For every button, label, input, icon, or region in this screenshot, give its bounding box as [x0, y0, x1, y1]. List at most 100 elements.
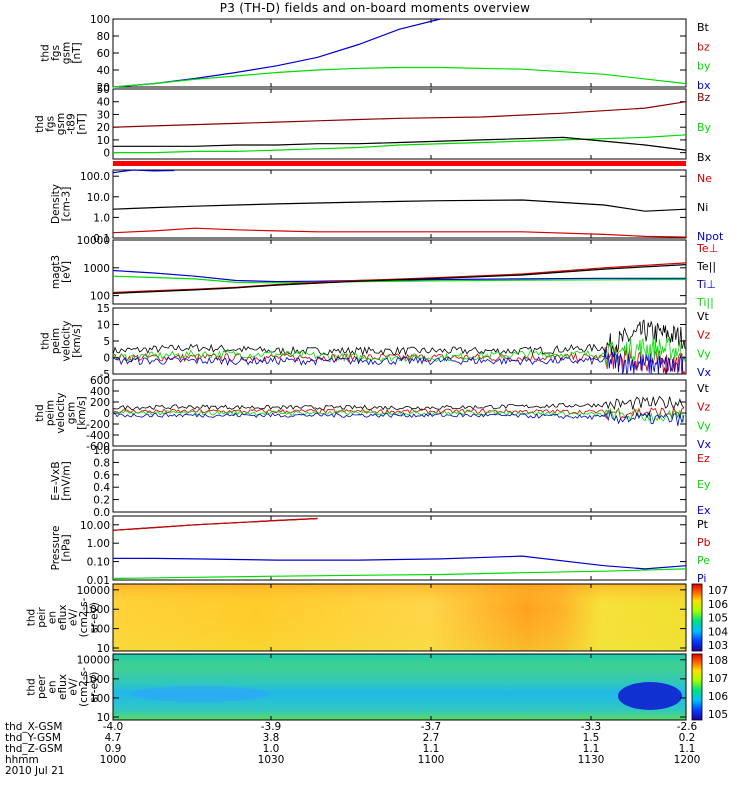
footer-label: hhmm	[5, 754, 39, 766]
y-tick-label: 10	[97, 643, 110, 655]
legend-entry: Ez	[697, 452, 710, 465]
legend-entry: Vz	[697, 329, 711, 342]
legend-entry: Ex	[697, 504, 711, 517]
y-axis-label: Density	[50, 184, 62, 224]
y-tick-label: 400	[90, 386, 110, 398]
footer-date: 2010 Jul 21	[5, 765, 65, 777]
y-tick-label: 0.0	[93, 507, 110, 519]
legend-entry: bx	[697, 79, 711, 92]
y-tick-label: 10.00	[80, 520, 110, 532]
legend-entry: Bz	[697, 91, 711, 104]
y-axis-label: peim	[45, 400, 57, 426]
y-axis-label: eV/	[68, 608, 80, 626]
footer-value: 1.5	[582, 732, 600, 744]
y-axis-label: velocity	[55, 392, 67, 433]
plot-title: P3 (TH-D) fields and on-board moments ov…	[219, 1, 531, 15]
y-tick-label: 5	[103, 336, 110, 348]
footer-label: thd_X-GSM	[5, 721, 63, 733]
y-tick-label: 0.4	[93, 482, 110, 494]
heatmap-electron-depletion	[618, 682, 682, 710]
y-axis-label: [eV]	[60, 261, 72, 283]
footer-row-time: hhmm 1000 1030 1100 1130 1200	[5, 754, 745, 766]
footer-value: -4.0	[102, 721, 124, 733]
y-tick-label: -400	[86, 430, 110, 442]
y-tick-label: 100	[90, 14, 110, 26]
series-line-pe	[112, 568, 687, 580]
colorbar	[691, 653, 703, 721]
footer-row-y: thd_Y-GSM 4.7 3.8 2.7 1.5 0.2	[5, 732, 745, 744]
y-axis-label: (cm2-s-	[78, 597, 90, 637]
panel-frame	[112, 583, 687, 652]
y-axis-label: -t89	[66, 113, 78, 134]
y-axis-label: en	[47, 680, 59, 693]
y-tick-label: 1000	[83, 604, 110, 616]
series-line-by	[112, 66, 687, 88]
footer-value: 3.8	[262, 732, 280, 744]
footer-value: 1200	[673, 754, 701, 766]
y-tick-label: 100.0	[80, 171, 110, 183]
footer-value: -3.9	[260, 721, 282, 733]
series-line-vt	[112, 395, 685, 411]
legend-entry: Te⊥	[696, 242, 718, 255]
footer-value: -3.3	[580, 721, 602, 733]
series-line-vx	[112, 409, 685, 426]
y-axis-label: thd	[39, 332, 51, 349]
y-axis-label: thd	[39, 44, 51, 61]
series-line-by	[113, 134, 687, 154]
y-tick-label: 10.0	[87, 192, 110, 204]
legend-entry: Ey	[697, 478, 711, 491]
y-tick-label: 0	[103, 148, 110, 160]
y-axis-label: eflux	[57, 605, 69, 631]
y-axis-label: sr-eV)	[89, 672, 101, 703]
heatmap-electron-band	[130, 686, 270, 702]
y-tick-label: 0.2	[93, 495, 110, 507]
y-tick-label: 0	[103, 408, 110, 420]
series-line-pb	[112, 517, 318, 531]
y-tick-label: 0	[103, 353, 110, 365]
footer-value: 1000	[99, 754, 127, 766]
series-line-ne	[112, 227, 687, 238]
colorbar-label: 105	[708, 709, 728, 721]
y-axis-label: E=-VxB	[50, 461, 62, 500]
series-line-te||	[112, 264, 687, 294]
y-tick-label: 0.6	[93, 470, 110, 482]
legend-entry: Pb	[697, 536, 711, 549]
y-axis-label: fgs	[45, 116, 57, 132]
footer-table: thd_X-GSM -4.0 -3.9 -3.7 -3.3 -2.6 thd_Y…	[5, 721, 745, 777]
y-tick-label: 1.0	[93, 445, 110, 457]
y-tick-label: 1000	[83, 263, 110, 275]
y-tick-label: 600	[90, 375, 110, 387]
y-axis-label: fgs	[50, 45, 62, 61]
y-tick-label: 100	[90, 624, 110, 636]
y-axis-label: gsm	[60, 42, 72, 64]
y-axis-label: magt3	[50, 255, 62, 289]
panel-frame	[112, 449, 687, 513]
panel-frame	[112, 239, 687, 305]
panel-frame	[112, 653, 687, 721]
colorbar-label: 104	[708, 626, 728, 638]
colorbar-label: 106	[708, 599, 728, 611]
colorbar-label: 106	[708, 691, 728, 703]
panel-3: 0.1 1.0 10.0 100.0 Density[cm-3] Ne Ni Npot	[50, 169, 724, 245]
y-tick-label: 10	[97, 320, 110, 332]
footer-label: thd_Y-GSM	[5, 732, 61, 744]
series-line-bx	[113, 136, 687, 151]
legend-entry: Ti⊥	[696, 278, 716, 291]
y-tick-label: 10000	[77, 655, 110, 667]
y-tick-label: 20	[97, 82, 110, 94]
series-line-vy	[112, 337, 686, 367]
y-tick-label: 0.1	[93, 233, 110, 245]
y-tick-label: 1.00	[87, 538, 110, 550]
y-tick-label: 20	[97, 122, 110, 134]
y-tick-label: 60	[97, 48, 110, 60]
y-axis-label: [mV/m]	[60, 461, 72, 500]
legend-entry: Vx	[697, 438, 712, 451]
y-axis-label: [km/s]	[71, 324, 83, 358]
series-line-ti⊥	[112, 269, 686, 283]
y-axis-label: peim	[50, 328, 62, 354]
legend-entry: Vt	[697, 310, 710, 323]
